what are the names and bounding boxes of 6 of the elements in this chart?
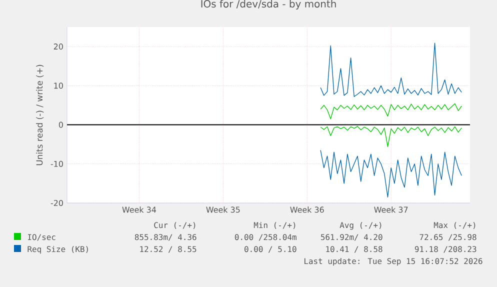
line-series xyxy=(320,150,462,198)
y-axis-title: Units read (-) / write (+) xyxy=(36,64,44,166)
line-series xyxy=(320,126,462,148)
line-series xyxy=(320,42,462,97)
line-series xyxy=(320,103,462,120)
chart-title: IOs for /dev/sda - by month xyxy=(201,0,336,10)
